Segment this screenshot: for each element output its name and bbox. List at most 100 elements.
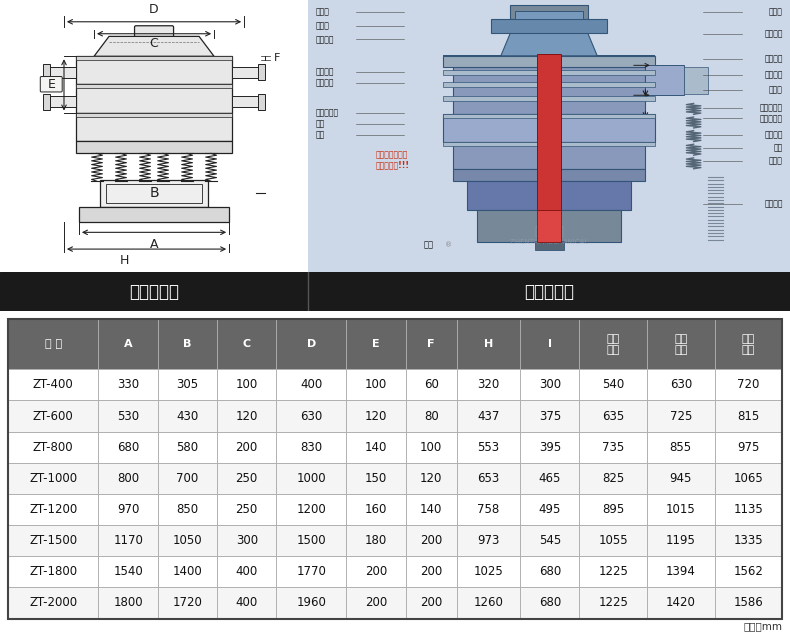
- Bar: [520, 556, 580, 587]
- Bar: [406, 494, 457, 525]
- Bar: [99, 369, 158, 401]
- Bar: [106, 184, 202, 203]
- Text: 振泰机械: 振泰机械: [534, 225, 564, 238]
- Text: 1335: 1335: [734, 534, 763, 547]
- Text: 855: 855: [670, 441, 692, 454]
- Bar: [346, 463, 406, 494]
- Text: 橡胶球: 橡胶球: [769, 85, 783, 94]
- Bar: [276, 401, 346, 432]
- Bar: [647, 463, 715, 494]
- Bar: [457, 432, 520, 463]
- Text: 1394: 1394: [666, 565, 696, 579]
- Bar: [580, 320, 647, 369]
- Polygon shape: [443, 33, 655, 56]
- Bar: [76, 56, 232, 84]
- Bar: [346, 369, 406, 401]
- Text: 973: 973: [477, 534, 499, 547]
- Bar: [443, 142, 655, 146]
- Text: 725: 725: [670, 410, 692, 423]
- Bar: [99, 494, 158, 525]
- Text: 1586: 1586: [733, 596, 763, 610]
- Bar: [158, 369, 217, 401]
- Bar: [258, 65, 265, 80]
- Bar: [520, 587, 580, 618]
- Text: 型 号: 型 号: [45, 339, 62, 349]
- Bar: [457, 494, 520, 525]
- Text: 顶部框架: 顶部框架: [315, 35, 334, 44]
- Bar: [217, 320, 276, 369]
- Text: 758: 758: [477, 503, 499, 516]
- Bar: [647, 401, 715, 432]
- Text: 630: 630: [670, 379, 692, 391]
- Text: F: F: [274, 53, 280, 63]
- Text: 一般结构图: 一般结构图: [524, 283, 574, 301]
- Bar: [99, 587, 158, 618]
- Text: 1225: 1225: [598, 565, 628, 579]
- Bar: [715, 587, 782, 618]
- Bar: [158, 556, 217, 587]
- Text: 1200: 1200: [296, 503, 326, 516]
- Text: 300: 300: [539, 379, 561, 391]
- Bar: [217, 587, 276, 618]
- Text: 1225: 1225: [598, 596, 628, 610]
- Bar: [580, 494, 647, 525]
- Text: H: H: [119, 254, 129, 267]
- Bar: [99, 463, 158, 494]
- Text: ZT-1000: ZT-1000: [29, 472, 77, 485]
- Bar: [8, 587, 99, 618]
- Bar: [406, 525, 457, 556]
- Text: 300: 300: [235, 534, 258, 547]
- Text: 895: 895: [602, 503, 624, 516]
- Text: 中部框架: 中部框架: [315, 68, 334, 77]
- Bar: [99, 320, 158, 369]
- Bar: [76, 56, 232, 60]
- Text: 320: 320: [477, 379, 499, 391]
- Text: 553: 553: [477, 441, 499, 454]
- FancyBboxPatch shape: [134, 26, 174, 38]
- Bar: [520, 320, 580, 369]
- Text: 下部重锤: 下部重锤: [764, 199, 783, 209]
- Bar: [276, 587, 346, 618]
- Text: 200: 200: [365, 596, 387, 610]
- Bar: [520, 401, 580, 432]
- Bar: [406, 320, 457, 369]
- Text: 小尺寸排料: 小尺寸排料: [315, 108, 338, 118]
- Bar: [8, 494, 99, 525]
- Text: 830: 830: [300, 441, 322, 454]
- Text: 1170: 1170: [113, 534, 143, 547]
- Text: 850: 850: [176, 503, 198, 516]
- Bar: [406, 556, 457, 587]
- Bar: [457, 463, 520, 494]
- Bar: [217, 463, 276, 494]
- Text: 底座: 底座: [423, 241, 434, 249]
- Bar: [457, 556, 520, 587]
- Text: 400: 400: [235, 565, 258, 579]
- Text: 1960: 1960: [296, 596, 326, 610]
- Bar: [346, 494, 406, 525]
- Bar: [520, 369, 580, 401]
- Text: 200: 200: [420, 596, 442, 610]
- Text: 额外重锤板: 额外重锤板: [760, 114, 783, 123]
- Text: A: A: [124, 339, 133, 349]
- Text: 430: 430: [176, 410, 198, 423]
- Bar: [443, 70, 655, 75]
- Text: 1562: 1562: [733, 565, 763, 579]
- Text: 1500: 1500: [296, 534, 326, 547]
- Text: 540: 540: [602, 379, 624, 391]
- Text: 1135: 1135: [733, 503, 763, 516]
- Text: 250: 250: [235, 503, 258, 516]
- Bar: [346, 587, 406, 618]
- Bar: [158, 587, 217, 618]
- Bar: [443, 96, 655, 101]
- Bar: [647, 320, 715, 369]
- Text: ZT-1800: ZT-1800: [29, 565, 77, 579]
- Bar: [684, 66, 708, 94]
- Text: 1025: 1025: [474, 565, 503, 579]
- Bar: [520, 432, 580, 463]
- Bar: [158, 320, 217, 369]
- Bar: [49, 67, 76, 78]
- Bar: [580, 369, 647, 401]
- Bar: [647, 494, 715, 525]
- Text: 975: 975: [737, 441, 759, 454]
- Bar: [346, 401, 406, 432]
